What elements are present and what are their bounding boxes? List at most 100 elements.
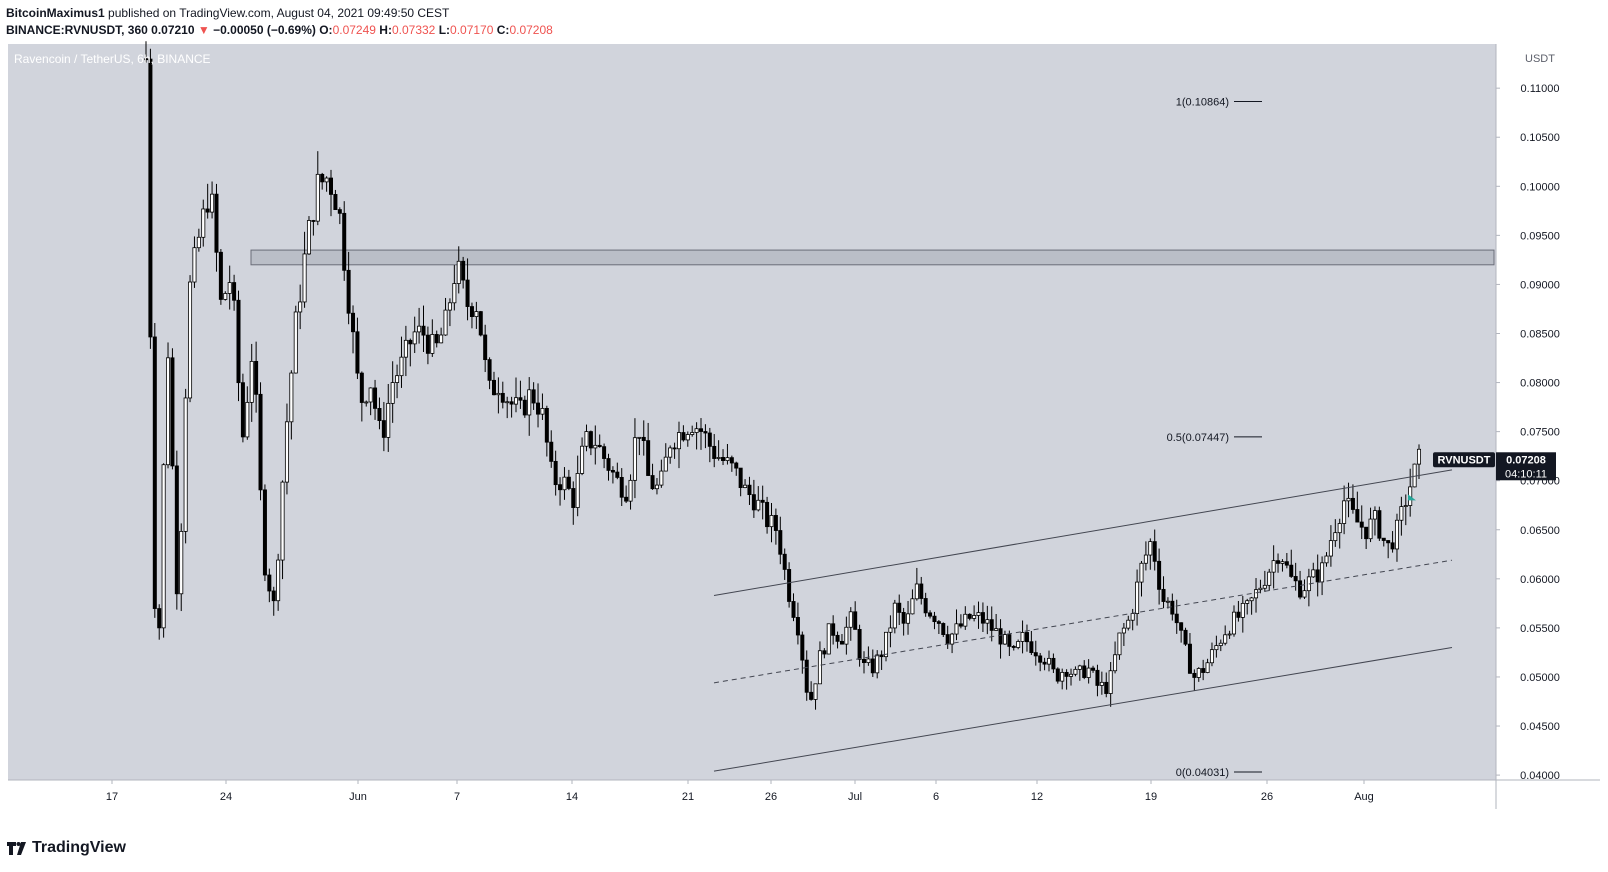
candle-down: [760, 499, 765, 503]
candle-down: [236, 299, 241, 384]
candle-down: [254, 360, 259, 395]
candle-up: [654, 484, 659, 490]
candle-down: [602, 446, 607, 459]
candle-up: [315, 173, 320, 222]
candle-down: [258, 393, 263, 491]
candle-up: [1372, 510, 1377, 520]
candle-down: [421, 325, 426, 336]
symbol-tag-bg: [1433, 452, 1495, 468]
candle-down: [461, 260, 466, 281]
price-tag-countdown: 04:10:11: [1505, 468, 1547, 480]
signal-marker-icon: [1408, 494, 1416, 501]
low-label: L:: [438, 23, 451, 37]
candle-up: [1311, 569, 1316, 578]
price-tick-label: 0.10000: [1520, 181, 1560, 193]
candle-down: [170, 357, 175, 467]
candle-down: [1298, 580, 1303, 598]
price-tick-label: 0.04500: [1520, 721, 1560, 733]
candle-down: [1064, 671, 1069, 677]
published-text: published on TradingView.com, August 04,…: [108, 6, 450, 20]
candle-down: [1082, 665, 1087, 678]
price-tick-label: 0.09000: [1520, 279, 1560, 291]
close-value: 0.07208: [509, 23, 553, 37]
candle-up: [1139, 562, 1144, 583]
candle-down: [1029, 641, 1034, 654]
candle-up: [562, 476, 567, 491]
candle-up: [1218, 642, 1223, 646]
price-tag-bg: [1496, 452, 1556, 481]
candle-down: [1095, 669, 1100, 686]
candle-up: [950, 633, 955, 645]
candle-down: [923, 598, 928, 614]
candle-up: [364, 401, 369, 404]
candle-up: [593, 444, 598, 449]
candle-down: [1042, 661, 1047, 665]
candle-down: [377, 408, 382, 421]
candle-up: [183, 397, 188, 532]
candle-down: [329, 177, 334, 195]
candle-up: [888, 627, 893, 633]
candle-up: [1245, 600, 1250, 604]
candle-down: [822, 650, 827, 655]
time-tick-label: 19: [1145, 791, 1157, 803]
candle-down: [1293, 576, 1298, 582]
candle-down: [157, 608, 162, 629]
candle-down: [879, 654, 884, 658]
candle-down: [465, 279, 470, 307]
candle-down: [342, 212, 347, 271]
candle-up: [884, 631, 889, 658]
candle-down: [734, 462, 739, 469]
time-tick-label: 21: [682, 791, 694, 803]
candle-down: [143, 58, 148, 61]
candle-down: [699, 428, 704, 432]
candle-up: [1108, 670, 1113, 694]
candle-up: [1267, 571, 1272, 586]
candle-up: [1099, 681, 1104, 686]
candle-up: [1126, 619, 1131, 629]
tradingview-logo[interactable]: TradingView: [6, 839, 126, 857]
candle-down: [214, 193, 219, 253]
candle-up: [505, 401, 510, 404]
candle-down: [218, 251, 223, 300]
candle-up: [1240, 602, 1245, 618]
symbol-info: BINANCE:RVNUSDT, 360: [6, 23, 148, 37]
candle-up: [668, 447, 673, 458]
time-tick-label: Aug: [1354, 791, 1374, 803]
candle-up: [914, 583, 919, 600]
candle-down: [174, 465, 179, 595]
candle-up: [1148, 541, 1153, 556]
candle-down: [558, 484, 563, 491]
high-value: 0.07332: [391, 23, 436, 37]
price-tick-label: 0.04000: [1520, 770, 1560, 782]
candle-up: [430, 334, 435, 354]
resistance-zone-layer: [250, 249, 1495, 266]
candle-down: [1104, 681, 1109, 694]
candle-up: [395, 375, 400, 383]
candle-down: [232, 282, 237, 301]
candle-down: [509, 401, 514, 405]
author-name[interactable]: BitcoinMaximus1: [6, 6, 105, 20]
candle-down: [1011, 645, 1016, 648]
price-tick-label: 0.06000: [1520, 574, 1560, 586]
candle-down: [624, 496, 629, 502]
candle-down: [425, 334, 430, 354]
plot-background: [8, 44, 1496, 780]
candle-down: [857, 629, 862, 660]
symbol-tag: RVNUSDT: [1438, 454, 1491, 466]
candle-up: [725, 457, 730, 461]
candle-up: [1280, 561, 1285, 564]
candle-up: [769, 515, 774, 528]
candle-up: [1258, 587, 1263, 591]
candle-down: [1386, 540, 1391, 544]
candle-up: [685, 434, 690, 441]
time-tick-label: Jul: [848, 791, 862, 803]
candle-up: [302, 253, 307, 303]
candle-up: [1143, 554, 1148, 564]
candle-down: [597, 444, 602, 448]
price-tick-label: 0.08500: [1520, 328, 1560, 340]
candle-down: [936, 621, 941, 624]
resistance-zone: [250, 249, 1495, 266]
candle-up: [826, 623, 831, 655]
